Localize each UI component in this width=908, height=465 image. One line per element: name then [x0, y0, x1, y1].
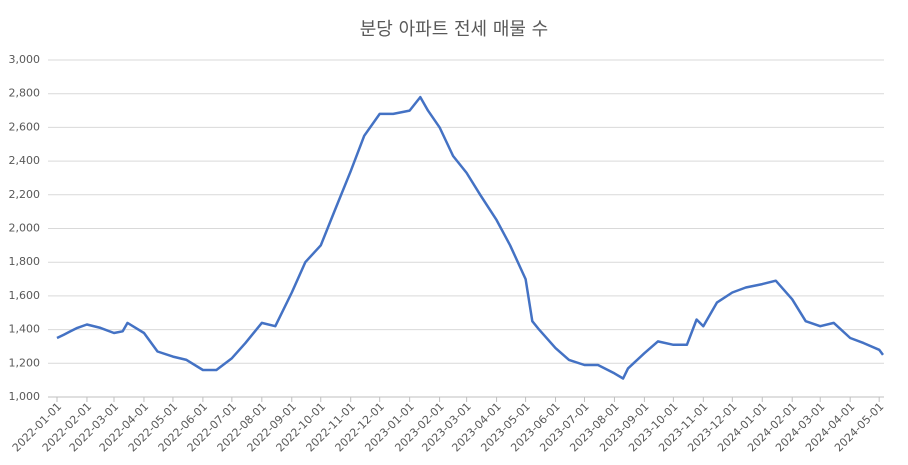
y-tick-label: 2,800: [9, 87, 41, 100]
y-tick-label: 1,800: [9, 255, 41, 268]
y-tick-label: 1,600: [9, 289, 41, 302]
chart-title: 분당 아파트 전세 매물 수: [360, 19, 549, 40]
y-tick-label: 3,000: [9, 53, 41, 66]
y-tick-label: 2,000: [9, 222, 41, 235]
y-tick-label: 2,200: [9, 188, 41, 201]
y-tick-label: 2,600: [9, 120, 41, 133]
y-tick-label: 2,400: [9, 154, 41, 167]
y-tick-label: 1,000: [9, 390, 41, 403]
series-line: [56, 95, 885, 380]
y-tick-label: 1,400: [9, 323, 41, 336]
y-tick-label: 1,200: [9, 356, 41, 369]
